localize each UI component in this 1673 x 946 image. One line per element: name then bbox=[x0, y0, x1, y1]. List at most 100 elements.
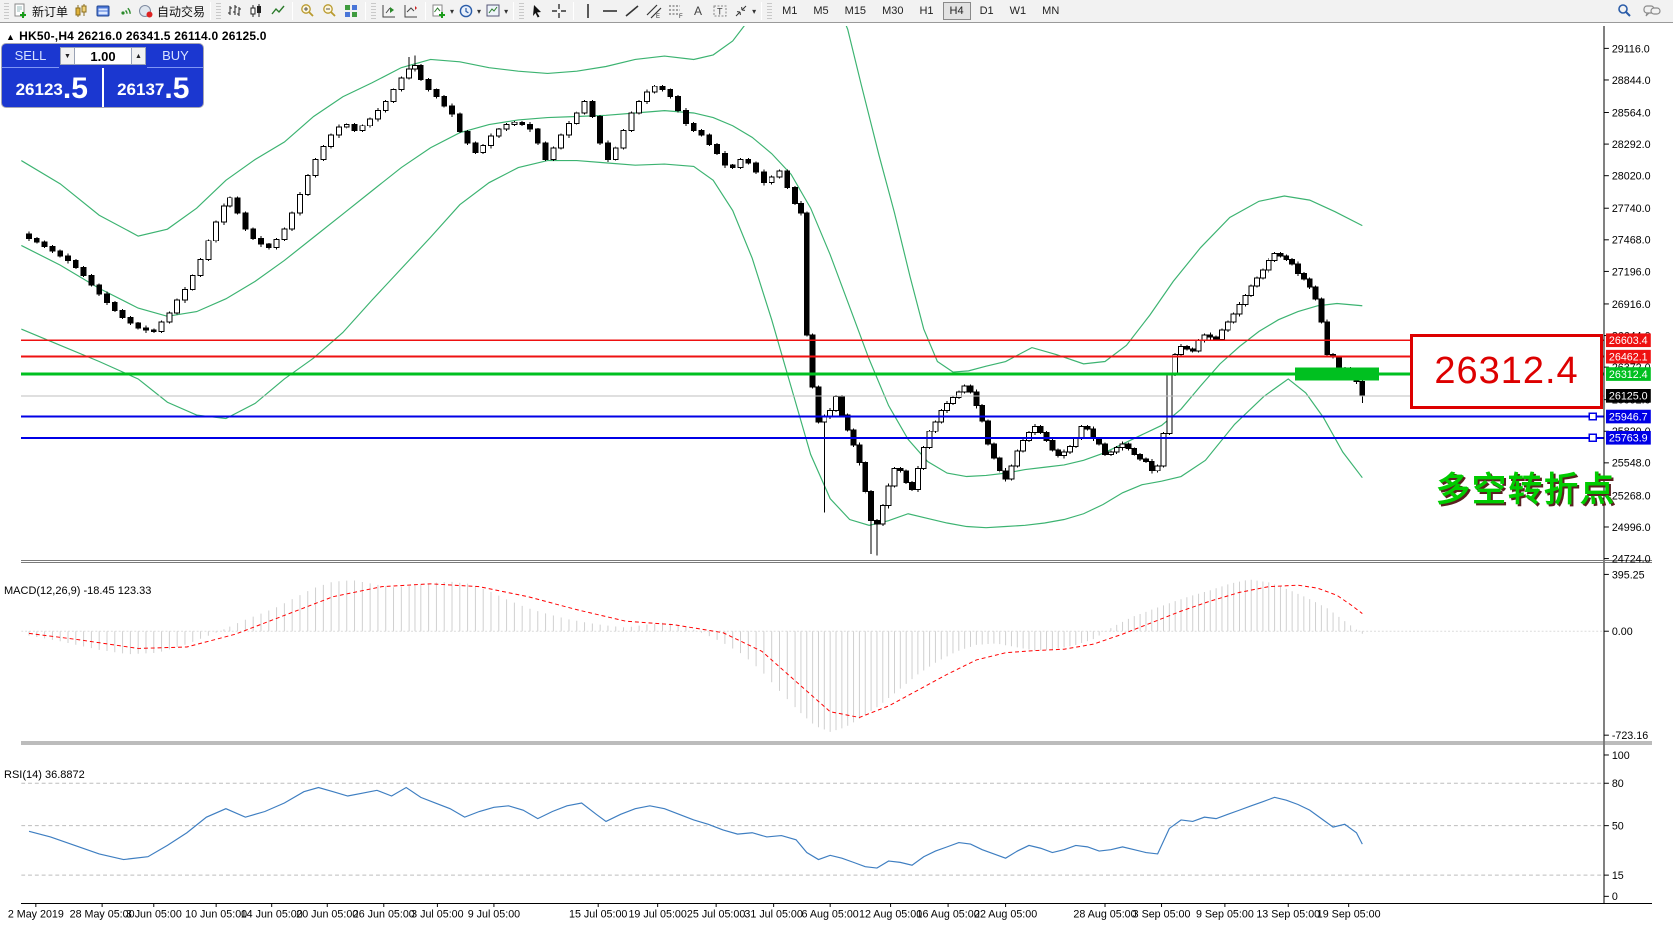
candle bbox=[1283, 255, 1290, 260]
fibonacci-tool-button[interactable]: F bbox=[665, 1, 687, 21]
timeframe-button-mn[interactable]: MN bbox=[1042, 5, 1060, 17]
candle bbox=[1026, 431, 1032, 442]
chat-icon bbox=[1643, 3, 1661, 19]
candle bbox=[26, 233, 32, 239]
candle bbox=[1277, 253, 1284, 257]
trendline-tool-button[interactable] bbox=[621, 1, 643, 21]
time-tick-label: 9 Sep 05:00 bbox=[1196, 909, 1254, 921]
periods-button[interactable]: ▾ bbox=[456, 1, 483, 21]
candle bbox=[1055, 449, 1062, 457]
timeframe-button-w1[interactable]: W1 bbox=[1009, 5, 1027, 17]
text-tool-button[interactable]: A bbox=[687, 1, 709, 21]
candle bbox=[961, 385, 968, 393]
hline-price-tag: 26312.4 bbox=[1609, 369, 1648, 381]
signal-button[interactable] bbox=[114, 1, 136, 21]
time-tick-label: 28 Aug 05:00 bbox=[1073, 909, 1136, 921]
zoom-in-button[interactable] bbox=[296, 1, 318, 21]
candle bbox=[706, 134, 713, 145]
timeframe-button-m5[interactable]: M5 bbox=[813, 5, 829, 17]
buy-button[interactable]: BUY bbox=[147, 44, 203, 68]
search-button[interactable] bbox=[1613, 1, 1635, 21]
svg-text:T: T bbox=[717, 7, 723, 17]
time-tick-label: 26 Jun 05:00 bbox=[353, 909, 415, 921]
vertical-line-tool-button[interactable] bbox=[577, 1, 599, 21]
sell-button[interactable]: SELL bbox=[2, 44, 59, 68]
candle bbox=[174, 299, 181, 314]
line-chart-mode-button[interactable] bbox=[267, 1, 289, 21]
candle bbox=[932, 421, 939, 432]
sell-price[interactable]: 26123.5 bbox=[2, 68, 102, 107]
chart-canvas[interactable]: 29116.0 28844.0 28564.0 28292.0 28020.0 27740… bbox=[0, 24, 1673, 946]
horizontal-line-tool-button[interactable] bbox=[599, 1, 621, 21]
volume-increase-button[interactable]: ▲ bbox=[131, 47, 146, 65]
arrows-tool-button[interactable]: ▾ bbox=[731, 1, 758, 21]
auto-scroll-button[interactable] bbox=[378, 1, 400, 21]
tile-windows-icon bbox=[343, 3, 359, 19]
candle bbox=[258, 237, 264, 245]
text-label-tool-button[interactable]: T bbox=[709, 1, 731, 21]
new-order-button[interactable]: 新订单 bbox=[11, 1, 70, 21]
timeframe-button-h1[interactable]: H1 bbox=[919, 5, 934, 17]
macd-tick-label: 0.00 bbox=[1612, 626, 1633, 638]
auto-trading-button[interactable]: 自动交易 bbox=[136, 1, 207, 21]
candle bbox=[1020, 440, 1027, 452]
timeframe-button-m30[interactable]: M30 bbox=[882, 5, 904, 17]
candle bbox=[534, 128, 541, 144]
one-click-trade-panel: SELL ▼ 1.00 ▲ BUY 26123.5 26137.5 bbox=[2, 44, 203, 107]
rsi-pane bbox=[21, 782, 1605, 876]
candle bbox=[1096, 437, 1103, 445]
candle bbox=[1066, 445, 1073, 453]
timeframe-button-h4[interactable]: H4 bbox=[942, 2, 971, 20]
candle bbox=[581, 100, 588, 114]
candle bbox=[1160, 433, 1167, 467]
toolbar-separator bbox=[292, 2, 294, 20]
cursor-tool-button[interactable] bbox=[526, 1, 548, 21]
band-middle bbox=[21, 110, 1363, 478]
symbol-title: ▲ HK50-,H4 26216.0 26341.5 26114.0 26125.… bbox=[6, 29, 267, 43]
crosshair-tool-button[interactable] bbox=[548, 1, 570, 21]
candle bbox=[135, 322, 142, 329]
tile-windows-button[interactable] bbox=[340, 1, 362, 21]
candle bbox=[1143, 458, 1149, 462]
candle bbox=[698, 129, 705, 136]
candle bbox=[628, 112, 635, 131]
time-tick-label: 10 Jun 05:00 bbox=[185, 909, 247, 921]
zoom-out-button[interactable] bbox=[318, 1, 340, 21]
candle bbox=[573, 112, 580, 124]
channel-tool-button[interactable]: E bbox=[643, 1, 665, 21]
candle bbox=[605, 142, 611, 160]
templates-button[interactable]: ▾ bbox=[483, 1, 510, 21]
chat-button[interactable] bbox=[1641, 1, 1663, 21]
search-icon bbox=[1616, 3, 1632, 19]
candle bbox=[449, 105, 455, 115]
market-watch-button[interactable] bbox=[70, 1, 92, 21]
terminal-window-button[interactable] bbox=[92, 1, 114, 21]
indicators-button[interactable]: ▾ bbox=[429, 1, 456, 21]
candle bbox=[944, 402, 951, 411]
bar-chart-mode-button[interactable] bbox=[223, 1, 245, 21]
volume-decrease-button[interactable]: ▼ bbox=[60, 47, 75, 65]
chart-shift-button[interactable] bbox=[400, 1, 422, 21]
timeframe-button-m15[interactable]: M15 bbox=[844, 5, 867, 17]
candle bbox=[1312, 286, 1319, 300]
candle bbox=[511, 121, 518, 126]
rsi-tick-label: 15 bbox=[1612, 870, 1624, 882]
timeframe-button-m1[interactable]: M1 bbox=[782, 5, 798, 17]
candle bbox=[265, 243, 272, 249]
toolbar: 新订单 自动交易 bbox=[0, 0, 1673, 23]
candlestick-mode-button[interactable] bbox=[245, 1, 267, 21]
buy-price[interactable]: 26137.5 bbox=[104, 68, 204, 107]
timeframe-button-d1[interactable]: D1 bbox=[979, 5, 994, 17]
candle bbox=[166, 312, 173, 323]
candle bbox=[1014, 450, 1021, 467]
candle bbox=[398, 77, 405, 91]
chart-frame bbox=[21, 25, 1653, 924]
candle bbox=[827, 409, 834, 417]
turning-point-annotation: 多空转折点 bbox=[1436, 471, 1616, 509]
candle bbox=[359, 125, 366, 131]
candle bbox=[65, 255, 71, 261]
candle bbox=[495, 128, 502, 137]
chart-window[interactable]: 29116.0 28844.0 28564.0 28292.0 28020.0 27740… bbox=[0, 24, 1673, 946]
candle bbox=[597, 115, 604, 144]
volume-input[interactable]: 1.00 bbox=[75, 47, 131, 65]
